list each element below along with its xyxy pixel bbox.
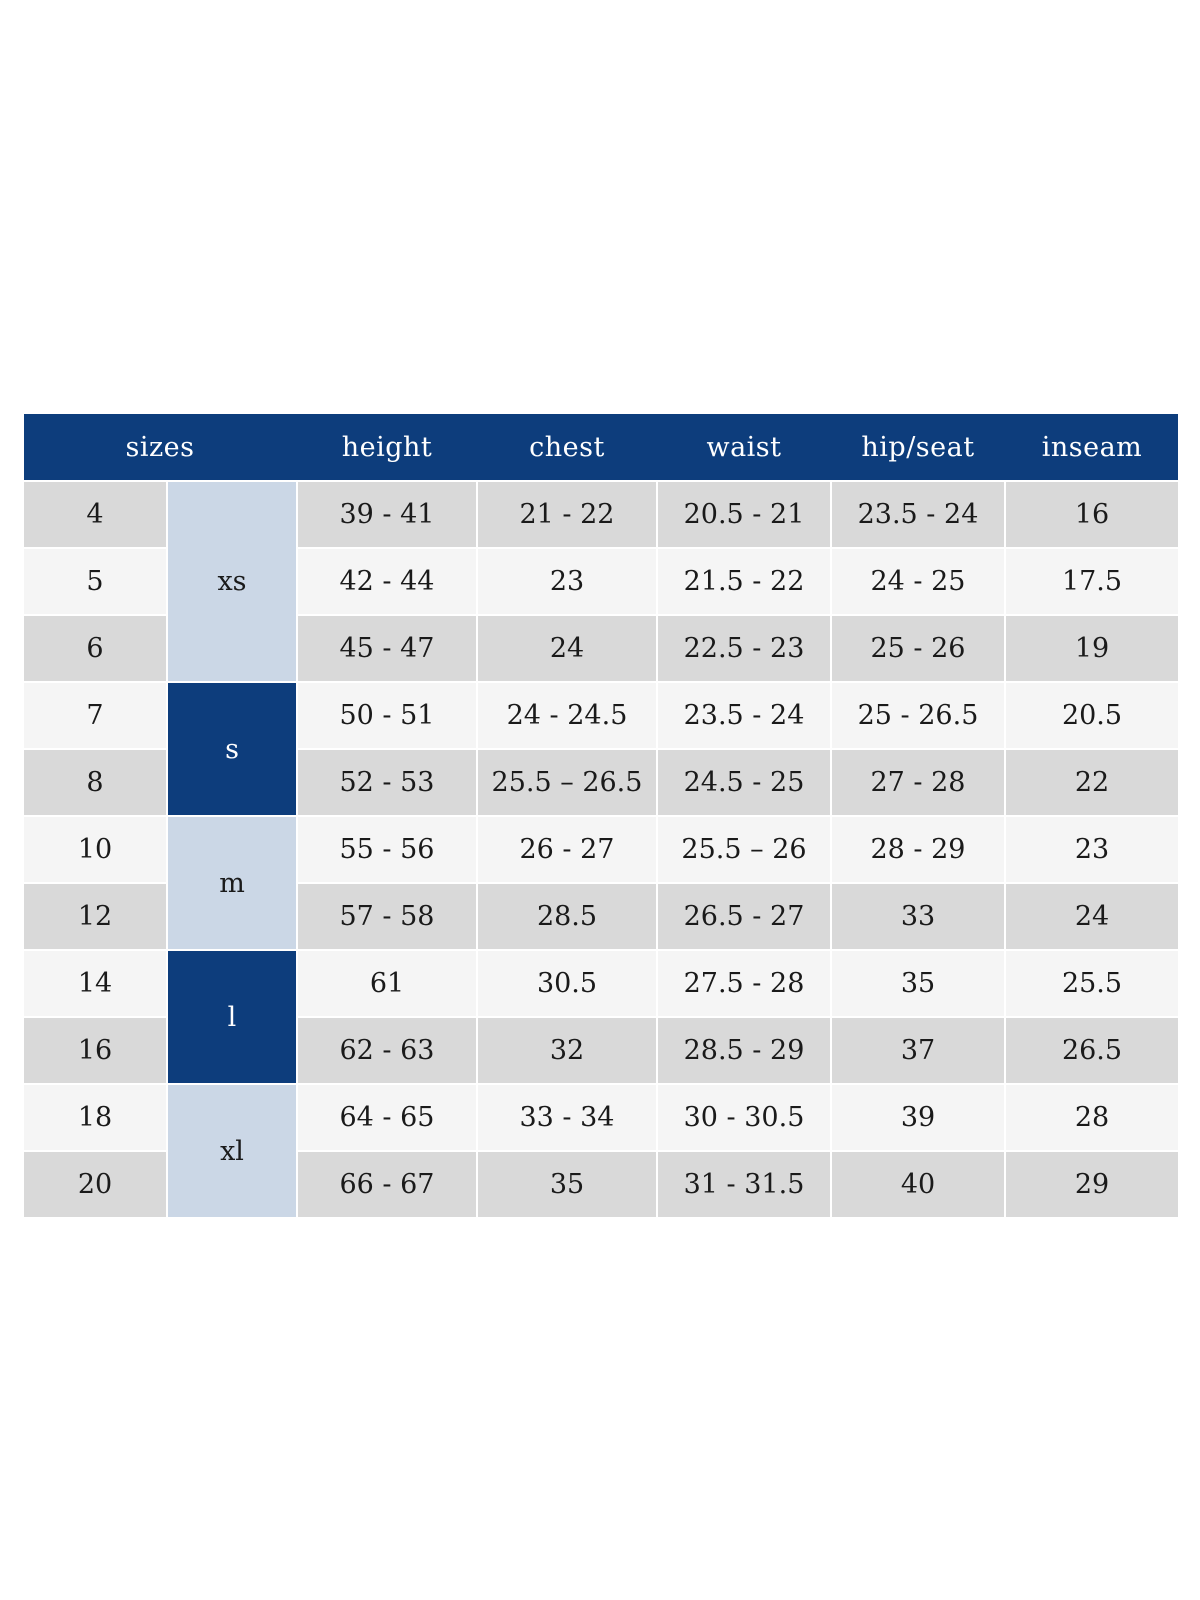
size-number-cell: 10: [24, 817, 166, 882]
value-cell: 24 - 25: [832, 549, 1004, 614]
size-number-cell: 14: [24, 951, 166, 1016]
value-cell: 40: [832, 1152, 1004, 1217]
column-header-sizes: sizes: [125, 431, 195, 463]
size-number-cell: 20: [24, 1152, 166, 1217]
value-cell: 24: [1006, 884, 1178, 949]
value-cell: 22.5 - 23: [658, 616, 830, 681]
value-cell: 28: [1006, 1085, 1178, 1150]
value-cell: 25 - 26.5: [832, 683, 1004, 748]
size-number-cell: 6: [24, 616, 166, 681]
column-header-waist: waist: [706, 431, 782, 463]
value-cell: 20.5: [1006, 683, 1178, 748]
value-cell: 25 - 26: [832, 616, 1004, 681]
value-cell: 23: [1006, 817, 1178, 882]
value-cell: 30 - 30.5: [658, 1085, 830, 1150]
size-number-cell: 7: [24, 683, 166, 748]
size-number-cell: 5: [24, 549, 166, 614]
value-cell: 25.5: [1006, 951, 1178, 1016]
value-cell: 24 - 24.5: [478, 683, 656, 748]
size-group-cell-xs: xs: [168, 482, 296, 681]
value-cell: 23: [478, 549, 656, 614]
value-cell: 28.5 - 29: [658, 1018, 830, 1083]
value-cell: 61: [298, 951, 476, 1016]
size-number-cell: 18: [24, 1085, 166, 1150]
size-chart-table: sizes height chest waist hip/seat inseam…: [24, 414, 1178, 1217]
size-group-cell-m: m: [168, 817, 296, 949]
value-cell: 35: [478, 1152, 656, 1217]
value-cell: 66 - 67: [298, 1152, 476, 1217]
value-cell: 20.5 - 21: [658, 482, 830, 547]
value-cell: 33: [832, 884, 1004, 949]
value-cell: 64 - 65: [298, 1085, 476, 1150]
value-cell: 26.5: [1006, 1018, 1178, 1083]
size-number-cell: 12: [24, 884, 166, 949]
value-cell: 31 - 31.5: [658, 1152, 830, 1217]
value-cell: 33 - 34: [478, 1085, 656, 1150]
value-cell: 19: [1006, 616, 1178, 681]
column-header-hip-seat: hip/seat: [861, 431, 975, 463]
value-cell: 32: [478, 1018, 656, 1083]
column-header-height: height: [341, 431, 433, 463]
value-cell: 22: [1006, 750, 1178, 815]
value-cell: 23.5 - 24: [658, 683, 830, 748]
value-cell: 28.5: [478, 884, 656, 949]
value-cell: 26.5 - 27: [658, 884, 830, 949]
size-number-cell: 16: [24, 1018, 166, 1083]
value-cell: 28 - 29: [832, 817, 1004, 882]
value-cell: 55 - 56: [298, 817, 476, 882]
size-number-cell: 4: [24, 482, 166, 547]
value-cell: 17.5: [1006, 549, 1178, 614]
value-cell: 25.5 – 26.5: [478, 750, 656, 815]
value-cell: 57 - 58: [298, 884, 476, 949]
value-cell: 24.5 - 25: [658, 750, 830, 815]
value-cell: 27.5 - 28: [658, 951, 830, 1016]
value-cell: 21.5 - 22: [658, 549, 830, 614]
size-group-cell-l: l: [168, 951, 296, 1083]
value-cell: 16: [1006, 482, 1178, 547]
value-cell: 27 - 28: [832, 750, 1004, 815]
column-header-inseam: inseam: [1041, 431, 1143, 463]
value-cell: 50 - 51: [298, 683, 476, 748]
value-cell: 62 - 63: [298, 1018, 476, 1083]
value-cell: 39 - 41: [298, 482, 476, 547]
value-cell: 25.5 – 26: [658, 817, 830, 882]
value-cell: 29: [1006, 1152, 1178, 1217]
value-cell: 23.5 - 24: [832, 482, 1004, 547]
value-cell: 35: [832, 951, 1004, 1016]
value-cell: 37: [832, 1018, 1004, 1083]
value-cell: 45 - 47: [298, 616, 476, 681]
value-cell: 39: [832, 1085, 1004, 1150]
size-number-cell: 8: [24, 750, 166, 815]
column-header-chest: chest: [529, 431, 605, 463]
value-cell: 21 - 22: [478, 482, 656, 547]
value-cell: 30.5: [478, 951, 656, 1016]
size-group-cell-s: s: [168, 683, 296, 815]
value-cell: 52 - 53: [298, 750, 476, 815]
value-cell: 42 - 44: [298, 549, 476, 614]
value-cell: 26 - 27: [478, 817, 656, 882]
table-header-bar: [24, 414, 1178, 480]
size-group-cell-xl: xl: [168, 1085, 296, 1217]
value-cell: 24: [478, 616, 656, 681]
